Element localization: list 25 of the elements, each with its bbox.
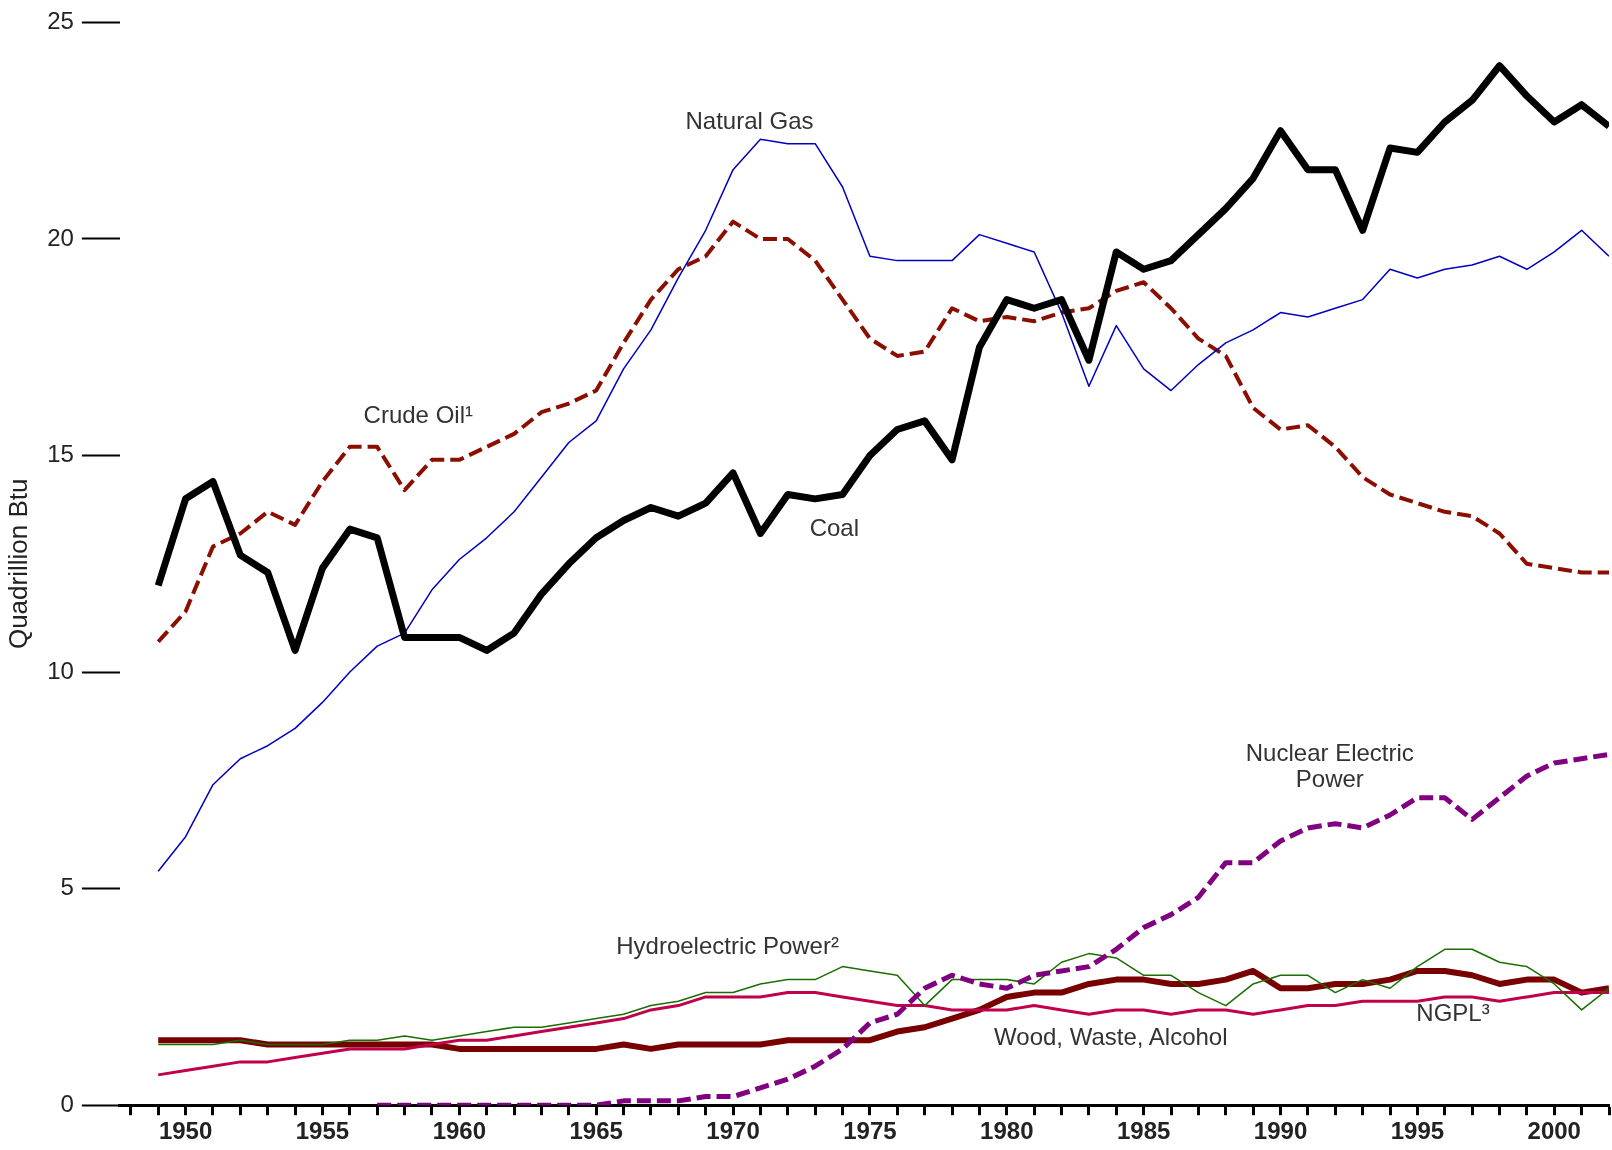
series-label: Coal bbox=[809, 513, 860, 541]
x-tick-label: 1975 bbox=[843, 1117, 897, 1145]
x-tick-label: 2000 bbox=[1527, 1117, 1581, 1145]
x-tick-label: 1980 bbox=[980, 1117, 1034, 1145]
y-axis-title: Quadrillion Btu bbox=[2, 478, 33, 650]
y-tick-label: 15 bbox=[47, 440, 74, 468]
series-label: Hydroelectric Power² bbox=[616, 931, 839, 959]
x-tick-label: 1990 bbox=[1253, 1117, 1308, 1145]
series-label: NGPL³ bbox=[1416, 998, 1490, 1026]
y-tick-label: 5 bbox=[60, 873, 74, 901]
series-label: Crude Oil¹ bbox=[363, 401, 473, 429]
x-tick-label: 1970 bbox=[706, 1117, 760, 1145]
y-tick-label: 0 bbox=[60, 1089, 74, 1117]
x-tick-label: 1950 bbox=[158, 1117, 213, 1145]
y-tick-label: 10 bbox=[47, 656, 74, 684]
x-tick-label: 1995 bbox=[1390, 1117, 1445, 1145]
x-tick-label: 1955 bbox=[295, 1117, 350, 1145]
x-tick-label: 1965 bbox=[569, 1117, 623, 1145]
series-label: Wood, Waste, Alcohol bbox=[994, 1022, 1228, 1050]
x-tick-label: 1985 bbox=[1116, 1117, 1171, 1145]
x-tick-label: 1960 bbox=[432, 1117, 487, 1145]
series-label: Natural Gas bbox=[685, 106, 814, 134]
y-tick-label: 25 bbox=[47, 7, 74, 35]
series-label: Nuclear Electric Power bbox=[1245, 738, 1414, 792]
y-tick-label: 20 bbox=[47, 223, 74, 251]
